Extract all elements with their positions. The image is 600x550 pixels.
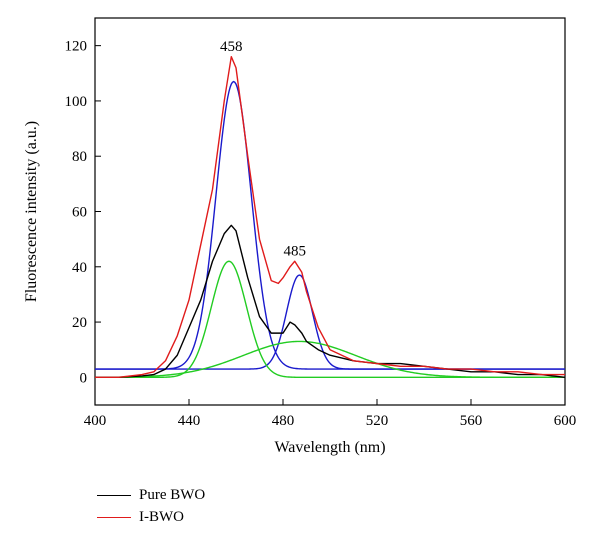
- y-tick-label: 80: [72, 149, 87, 165]
- legend-label-i-bwo: I-BWO: [139, 508, 184, 525]
- x-tick-label: 480: [272, 413, 295, 429]
- x-tick-label: 440: [178, 413, 201, 429]
- legend-swatch-pure-bwo: [97, 494, 131, 496]
- legend-item-pure-bwo: Pure BWO: [97, 484, 205, 506]
- x-tick-label: 560: [460, 413, 483, 429]
- fit-component-2: [95, 274, 565, 370]
- legend-swatch-i-bwo: [97, 516, 131, 518]
- fluorescence-chart: 400 440 480 520 560 600 0 20 40 60 80 100 120 458 485…: [23, 17, 577, 456]
- plot-lines: [95, 56, 565, 379]
- y-tick-label: 100: [65, 94, 88, 110]
- y-tick-label: 60: [72, 205, 87, 221]
- y-tick-label: 40: [72, 260, 87, 276]
- legend-label-pure-bwo: Pure BWO: [139, 486, 206, 503]
- fit-component-4: [95, 340, 565, 379]
- x-tick-label: 600: [554, 413, 577, 429]
- peak-annotations: 458 485: [220, 39, 306, 260]
- y-tick-label: 120: [65, 39, 88, 55]
- x-tick-label: 400: [84, 413, 107, 429]
- peak-label: 485: [284, 244, 307, 260]
- series-line-pure-bwo: [95, 224, 565, 379]
- y-tick-label: 0: [80, 370, 88, 386]
- y-tick-label: 20: [72, 315, 87, 331]
- fit-component-1: [95, 80, 565, 370]
- x-axis-title: Wavelength (nm): [274, 439, 385, 456]
- y-axis-title: Fluorescence intensity (a.u.): [23, 121, 40, 302]
- peak-label: 458: [220, 39, 243, 55]
- x-tick-label: 520: [366, 413, 389, 429]
- series-line-i-bwo: [95, 56, 565, 379]
- legend-item-i-bwo: I-BWO: [97, 506, 205, 528]
- axes: 400 440 480 520 560 600 0 20 40 60 80 100 120: [65, 17, 577, 429]
- legend: Pure BWO I-BWO: [97, 484, 205, 528]
